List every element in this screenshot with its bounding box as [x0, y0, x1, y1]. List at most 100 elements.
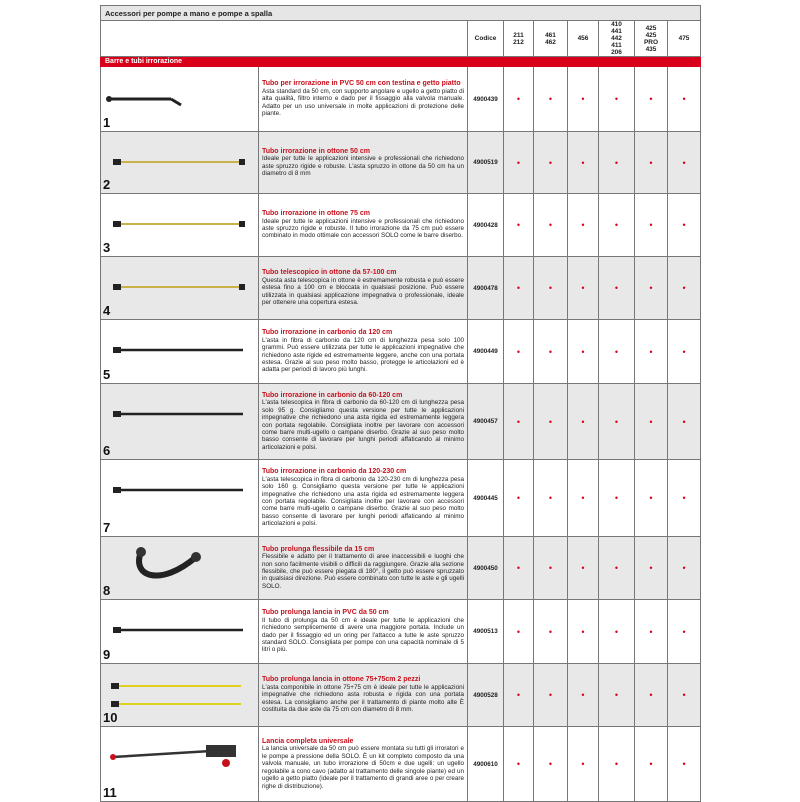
- product-title: Tubo prolunga flessibile da 15 cm: [262, 545, 375, 553]
- compatibility-dot: •: [567, 131, 599, 194]
- product-image-cell: 7: [100, 459, 259, 537]
- product-image-cell: 3: [100, 193, 259, 257]
- product-image: [111, 683, 241, 707]
- compatibility-dot: •: [666, 663, 702, 727]
- row-number: 7: [103, 520, 111, 535]
- compatibility-dot: •: [503, 256, 534, 320]
- accessories-table: Accessori per pompe a mano e pompe a spa…: [99, 5, 702, 802]
- compatibility-dot: •: [533, 383, 568, 460]
- compatibility-dot: •: [666, 319, 702, 384]
- compatibility-dot: •: [598, 726, 635, 802]
- row-number: 5: [103, 367, 111, 382]
- compatibility-dot: •: [567, 66, 599, 132]
- product-image-cell: 6: [100, 383, 259, 460]
- compatibility-dot: •: [666, 726, 702, 802]
- product-description: Tubo telescopico in ottone da 57-100 cm Q…: [258, 256, 468, 320]
- product-title: Tubo irrorazione in carbonio da 60-120 c…: [262, 391, 403, 399]
- product-text: L'asta telescopica in fibra di carbonio …: [262, 475, 464, 528]
- compatibility-dot: •: [567, 256, 599, 320]
- product-image: [113, 347, 243, 353]
- product-text: Flessibile e adatto per il trattamento d…: [262, 553, 464, 590]
- row-number: 8: [103, 583, 111, 598]
- product-description: Tubo prolunga lancia in PVC da 50 cm Il t…: [258, 599, 468, 664]
- compatibility-dot: •: [666, 459, 702, 537]
- table-row: 4 Tubo telescopico in ottone da 57-100 cm…: [100, 256, 702, 320]
- compatibility-dot: •: [503, 383, 534, 460]
- product-image-cell: 9: [100, 599, 259, 664]
- row-number: 6: [103, 443, 111, 458]
- table-row: 11 Lancia completa universale La lancia un…: [100, 726, 702, 802]
- row-number: 11: [103, 785, 117, 800]
- product-code: 4900439: [467, 66, 504, 132]
- compatibility-dot: •: [567, 193, 599, 257]
- compatibility-dot: •: [567, 726, 599, 802]
- product-code: 4900610: [467, 726, 504, 802]
- compatibility-dot: •: [634, 131, 668, 194]
- compatibility-dot: •: [598, 193, 635, 257]
- compatibility-dot: •: [503, 536, 534, 600]
- product-code: 4900528: [467, 663, 504, 727]
- compatibility-dot: •: [634, 66, 668, 132]
- compatibility-dot: •: [598, 536, 635, 600]
- compatibility-dot: •: [533, 726, 568, 802]
- compatibility-dot: •: [567, 459, 599, 537]
- compatibility-dot: •: [598, 256, 635, 320]
- product-image-cell: 5: [100, 319, 259, 384]
- compatibility-dot: •: [567, 383, 599, 460]
- product-image-cell: 11: [100, 726, 259, 802]
- compatibility-dot: •: [503, 319, 534, 384]
- compatibility-dot: •: [634, 599, 668, 664]
- table-row: 2 Tubo irrorazione in ottone 50 cm Ideale …: [100, 131, 702, 194]
- header-model: 425 425 PRO 435: [634, 20, 668, 57]
- product-text: L'asta in fibra di carbonio da 120 cm di…: [262, 336, 464, 374]
- product-title: Tubo prolunga lancia in ottone 75+75cm 2…: [262, 676, 421, 684]
- compatibility-dot: •: [598, 131, 635, 194]
- product-text: Il tubo di prolunga da 50 cm è ideale pe…: [262, 616, 464, 654]
- compatibility-dot: •: [503, 459, 534, 537]
- product-code: 4900478: [467, 256, 504, 320]
- header-model: 456: [567, 20, 599, 57]
- product-image: [106, 96, 182, 107]
- compatibility-dot: •: [634, 256, 668, 320]
- table-row: 7 Tubo irrorazione in carbonio da 120-230…: [100, 459, 702, 537]
- product-image: [113, 411, 243, 417]
- compatibility-dot: •: [533, 459, 568, 537]
- product-description: Tubo irrorazione in carbonio da 120 cm L'…: [258, 319, 468, 384]
- table-row: 5 Tubo irrorazione in carbonio da 120 cm L…: [100, 319, 702, 384]
- product-text: L'asta componibile in ottone 75+75 cm è …: [262, 683, 464, 714]
- product-text: Ideale per tutte le applicazioni intensi…: [262, 217, 464, 240]
- table-row: 3 Tubo irrorazione in ottone 75 cm Ideale …: [100, 193, 702, 257]
- product-text: La lancia universale da 50 cm può essere…: [262, 745, 464, 790]
- row-number: 3: [103, 240, 111, 255]
- product-text: L'asta telescopica in fibra di carbonio …: [262, 399, 464, 451]
- compatibility-dot: •: [666, 256, 702, 320]
- section-header: Barre e tubi irrorazione: [99, 56, 702, 67]
- product-image: [136, 547, 201, 579]
- product-title: Tubo telescopico in ottone da 57-100 cm: [262, 269, 397, 277]
- compatibility-dot: •: [567, 599, 599, 664]
- compatibility-dot: •: [634, 663, 668, 727]
- product-image: [113, 221, 245, 227]
- compatibility-dot: •: [533, 536, 568, 600]
- row-number: 1: [103, 115, 111, 130]
- product-description: Tubo per irrorazione in PVC 50 cm con te…: [258, 66, 468, 132]
- product-description: Tubo prolunga lancia in ottone 75+75cm 2…: [258, 663, 468, 727]
- compatibility-dot: •: [598, 599, 635, 664]
- compatibility-dot: •: [567, 536, 599, 600]
- product-title: Tubo irrorazione in carbonio da 120 cm: [262, 329, 393, 337]
- compatibility-dot: •: [503, 131, 534, 194]
- header-blank: [100, 20, 468, 57]
- product-title: Tubo irrorazione in ottone 75 cm: [262, 210, 370, 218]
- product-description: Tubo prolunga flessibile da 15 cm Flessib…: [258, 536, 468, 600]
- compatibility-dot: •: [666, 536, 702, 600]
- header-model: 410 441 442 411 206: [598, 20, 635, 57]
- compatibility-dot: •: [533, 193, 568, 257]
- product-code: 4900519: [467, 131, 504, 194]
- table-row: 8 Tubo prolunga flessibile da 15 cm Flessi…: [100, 536, 702, 600]
- compatibility-dot: •: [533, 256, 568, 320]
- product-image-cell: 4: [100, 256, 259, 320]
- product-text: Asta standard da 50 cm, con supporto ang…: [262, 87, 464, 118]
- accessories-table-container: Accessori per pompe a mano e pompe a spa…: [99, 5, 702, 802]
- product-image-cell: 2: [100, 131, 259, 194]
- row-number: 4: [103, 303, 111, 318]
